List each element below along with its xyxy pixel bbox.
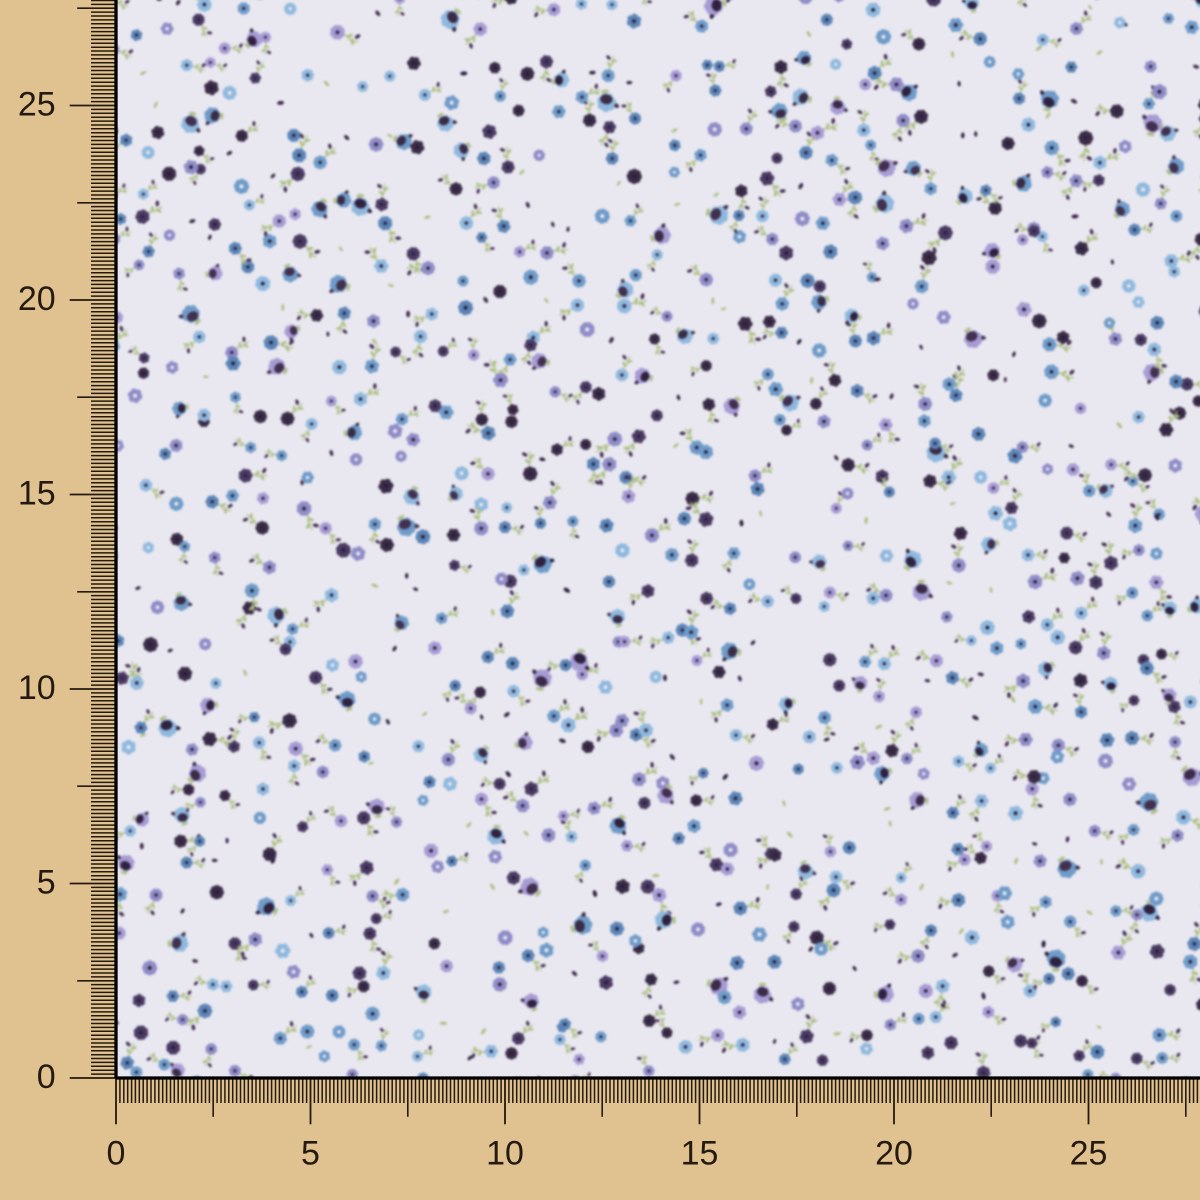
svg-text:20: 20	[875, 1134, 913, 1172]
svg-text:10: 10	[18, 669, 56, 707]
svg-text:10: 10	[486, 1134, 524, 1172]
svg-text:15: 15	[18, 474, 56, 512]
svg-text:0: 0	[107, 1134, 126, 1172]
svg-text:20: 20	[18, 280, 56, 318]
svg-text:5: 5	[37, 863, 56, 901]
svg-text:25: 25	[1070, 1134, 1108, 1172]
svg-text:25: 25	[18, 85, 56, 123]
svg-text:5: 5	[301, 1134, 320, 1172]
svg-text:15: 15	[681, 1134, 719, 1172]
svg-text:0: 0	[37, 1058, 56, 1096]
